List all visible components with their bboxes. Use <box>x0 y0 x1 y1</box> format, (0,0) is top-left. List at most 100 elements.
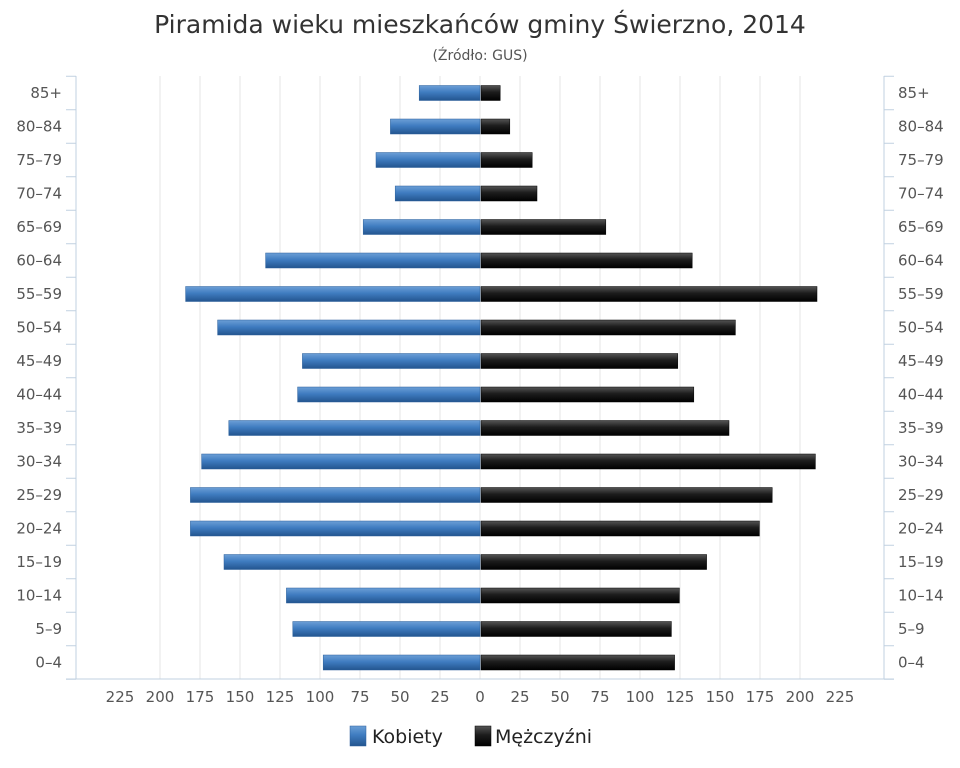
bar-mezczyzni[interactable] <box>480 185 538 202</box>
bar-kobiety[interactable] <box>375 152 481 168</box>
y-tick-label-left: 45–49 <box>16 352 62 370</box>
x-tick-label: 150 <box>706 688 735 706</box>
bar-kobiety[interactable] <box>190 520 481 537</box>
bar-kobiety[interactable] <box>390 118 481 135</box>
bar-kobiety[interactable] <box>418 85 481 101</box>
legend-label-mezczyzni: Mężczyźni <box>495 726 592 748</box>
y-tick-label-left: 20–24 <box>16 520 62 538</box>
y-tick-labels: 85+ 85+ 80–84 80–84 75–79 75–79 70–74 70–74 65–6… <box>16 84 943 672</box>
y-tick-label-left: 65–69 <box>16 218 62 236</box>
y-tick-label-left: 25–29 <box>16 486 62 504</box>
y-tick-label-left: 50–54 <box>16 319 62 337</box>
bar-mezczyzni[interactable] <box>480 353 679 369</box>
y-tick-label-right: 35–39 <box>898 419 944 437</box>
y-tick-label-left: 10–14 <box>16 587 62 605</box>
legend-swatch-kobiety <box>349 725 367 747</box>
y-tick-label-right: 0–4 <box>898 654 925 672</box>
bar-mezczyzni[interactable] <box>480 152 533 168</box>
legend: Kobiety Mężczyźni <box>349 725 592 748</box>
bar-mezczyzni[interactable] <box>480 654 675 671</box>
grid-lines <box>159 76 801 679</box>
y-tick-label-left: 60–64 <box>16 252 62 270</box>
x-tick-label: 200 <box>786 688 815 706</box>
y-tick-label-right: 5–9 <box>898 620 925 638</box>
bar-kobiety[interactable] <box>223 554 481 570</box>
x-tick-label: 200 <box>146 688 175 706</box>
y-tick-label-left: 35–39 <box>16 419 62 437</box>
bar-mezczyzni[interactable] <box>480 252 693 269</box>
x-tick-label: 225 <box>106 688 135 706</box>
y-tick-label-right: 25–29 <box>898 486 944 504</box>
y-tick-label-left: 70–74 <box>16 185 62 203</box>
y-tick-label-left: 15–19 <box>16 553 62 571</box>
bar-mezczyzni[interactable] <box>480 219 607 235</box>
bar-mezczyzni[interactable] <box>480 319 736 336</box>
legend-label-kobiety: Kobiety <box>372 726 443 748</box>
bar-kobiety[interactable] <box>185 286 481 302</box>
x-tick-label: 150 <box>226 688 255 706</box>
y-tick-label-right: 60–64 <box>898 252 944 270</box>
y-tick-label-left: 85+ <box>30 84 62 102</box>
bar-kobiety[interactable] <box>297 386 481 403</box>
y-tick-label-right: 55–59 <box>898 285 944 303</box>
x-tick-label: 125 <box>266 688 295 706</box>
bar-mezczyzni[interactable] <box>480 554 707 570</box>
y-tick-label-left: 40–44 <box>16 386 62 404</box>
x-tick-label: 50 <box>550 688 569 706</box>
x-tick-label: 75 <box>590 688 609 706</box>
axis-lines <box>66 75 894 680</box>
bar-kobiety[interactable] <box>265 252 481 269</box>
legend-item-mezczyzni[interactable]: Mężczyźni <box>474 725 592 748</box>
bar-mezczyzni[interactable] <box>480 520 760 537</box>
bar-kobiety[interactable] <box>217 319 481 336</box>
bar-mezczyzni[interactable] <box>480 386 695 403</box>
bar-kobiety[interactable] <box>302 353 481 369</box>
x-tick-label: 75 <box>350 688 369 706</box>
y-tick-label-right: 85+ <box>898 84 930 102</box>
y-tick-label-left: 55–59 <box>16 285 62 303</box>
bar-mezczyzni[interactable] <box>480 118 511 135</box>
chart-title: Piramida wieku mieszkańców gminy Świerzn… <box>154 9 806 39</box>
y-tick-label-right: 40–44 <box>898 386 944 404</box>
y-tick-label-left: 5–9 <box>35 620 62 638</box>
bar-mezczyzni[interactable] <box>480 420 730 436</box>
bar-mezczyzni[interactable] <box>480 85 501 101</box>
bar-kobiety[interactable] <box>322 654 481 671</box>
x-tick-label: 50 <box>390 688 409 706</box>
y-tick-label-right: 70–74 <box>898 185 944 203</box>
bar-kobiety[interactable] <box>190 487 481 503</box>
x-tick-label: 25 <box>510 688 529 706</box>
y-tick-label-right: 65–69 <box>898 218 944 236</box>
y-tick-label-right: 30–34 <box>898 453 944 471</box>
y-tick-label-right: 10–14 <box>898 587 944 605</box>
bar-mezczyzni[interactable] <box>480 487 773 503</box>
bar-kobiety[interactable] <box>201 453 481 470</box>
bar-kobiety[interactable] <box>286 587 481 604</box>
bar-mezczyzni[interactable] <box>480 587 680 604</box>
x-tick-label: 125 <box>666 688 695 706</box>
legend-swatch-mezczyzni <box>474 725 492 747</box>
x-tick-label: 225 <box>826 688 855 706</box>
bar-mezczyzni[interactable] <box>480 621 672 637</box>
chart-subtitle: (Źródło: GUS) <box>432 46 527 64</box>
y-tick-label-right: 50–54 <box>898 319 944 337</box>
bar-mezczyzni[interactable] <box>480 286 818 302</box>
bar-kobiety[interactable] <box>292 621 481 637</box>
x-tick-label: 25 <box>430 688 449 706</box>
y-tick-label-left: 0–4 <box>35 654 62 672</box>
x-tick-label: 100 <box>306 688 335 706</box>
y-tick-label-right: 20–24 <box>898 520 944 538</box>
x-tick-label: 100 <box>626 688 655 706</box>
bar-mezczyzni[interactable] <box>480 453 816 470</box>
bar-kobiety[interactable] <box>394 185 481 202</box>
bars <box>185 85 818 671</box>
x-tick-label: 175 <box>746 688 775 706</box>
bar-kobiety[interactable] <box>228 420 481 436</box>
x-tick-label: 175 <box>186 688 215 706</box>
bar-kobiety[interactable] <box>362 219 481 235</box>
legend-item-kobiety[interactable]: Kobiety <box>349 725 443 748</box>
y-tick-label-right: 15–19 <box>898 553 944 571</box>
y-tick-label-left: 30–34 <box>16 453 62 471</box>
y-tick-label-right: 75–79 <box>898 151 944 169</box>
